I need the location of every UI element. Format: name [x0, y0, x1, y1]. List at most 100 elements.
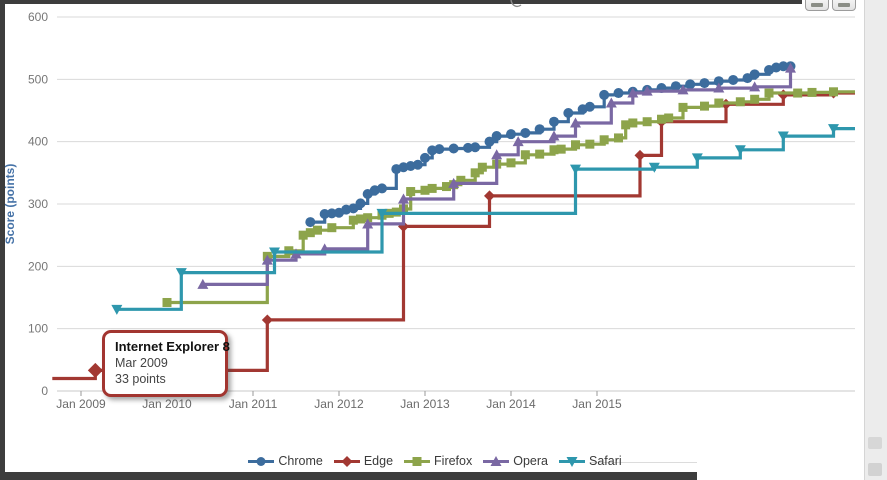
point-firefox[interactable] — [506, 158, 516, 168]
point-firefox[interactable] — [356, 214, 365, 224]
point-edge[interactable] — [87, 362, 103, 378]
point-opera[interactable] — [448, 177, 460, 188]
point-chrome[interactable] — [355, 198, 366, 209]
point-chrome[interactable] — [326, 208, 337, 219]
point-chrome[interactable] — [448, 143, 459, 154]
legend-item-chrome[interactable]: Chrome — [248, 454, 323, 468]
point-opera[interactable] — [261, 254, 273, 265]
point-chrome[interactable] — [713, 76, 724, 87]
point-chrome[interactable] — [463, 142, 473, 153]
point-chrome[interactable] — [348, 203, 359, 214]
point-safari[interactable] — [269, 247, 280, 258]
point-chrome[interactable] — [699, 78, 710, 89]
legend-item-opera[interactable]: Opera — [483, 454, 548, 468]
point-edge[interactable] — [634, 149, 646, 161]
point-chrome[interactable] — [506, 129, 516, 140]
point-safari[interactable] — [828, 124, 839, 135]
point-chrome[interactable] — [685, 79, 696, 90]
chart-export-button[interactable] — [805, 0, 829, 11]
point-firefox[interactable] — [714, 98, 724, 108]
point-chrome[interactable] — [491, 131, 502, 142]
point-chrome[interactable] — [470, 142, 481, 153]
point-opera[interactable] — [749, 81, 761, 92]
point-firefox[interactable] — [614, 133, 623, 143]
point-firefox[interactable] — [298, 230, 308, 240]
point-safari[interactable] — [570, 164, 581, 175]
point-safari[interactable] — [777, 131, 789, 142]
point-chrome[interactable] — [584, 101, 595, 112]
point-firefox[interactable] — [628, 118, 638, 128]
point-chrome[interactable] — [534, 124, 545, 135]
point-chrome[interactable] — [563, 107, 574, 118]
point-firefox[interactable] — [520, 150, 530, 160]
point-safari[interactable] — [734, 145, 746, 156]
point-firefox[interactable] — [735, 97, 745, 107]
point-opera[interactable] — [677, 84, 689, 95]
point-firefox[interactable] — [348, 215, 358, 225]
point-firefox[interactable] — [664, 113, 674, 123]
point-firefox[interactable] — [571, 140, 580, 150]
point-firefox[interactable] — [585, 139, 595, 149]
point-firefox[interactable] — [442, 182, 451, 192]
point-edge[interactable] — [261, 314, 273, 326]
point-safari[interactable] — [376, 208, 388, 219]
point-firefox[interactable] — [700, 101, 709, 111]
point-safari[interactable] — [111, 304, 123, 315]
point-chrome[interactable] — [412, 159, 423, 170]
point-chrome[interactable] — [420, 152, 430, 163]
point-chrome[interactable] — [613, 88, 624, 99]
chart-print-button[interactable] — [832, 0, 856, 11]
point-firefox[interactable] — [456, 175, 466, 185]
point-opera[interactable] — [548, 130, 560, 141]
point-firefox[interactable] — [657, 114, 666, 124]
point-firefox[interactable] — [599, 135, 609, 145]
point-firefox[interactable] — [406, 187, 416, 197]
point-firefox[interactable] — [363, 213, 373, 223]
point-opera[interactable] — [713, 82, 725, 93]
point-firefox[interactable] — [549, 145, 559, 155]
point-opera[interactable] — [785, 62, 796, 73]
page-scrollbar[interactable] — [864, 0, 887, 480]
point-firefox[interactable] — [642, 117, 652, 127]
point-firefox[interactable] — [621, 120, 631, 130]
point-opera[interactable] — [491, 149, 503, 160]
point-safari[interactable] — [648, 162, 660, 173]
point-firefox[interactable] — [427, 183, 437, 193]
point-firefox[interactable] — [162, 297, 172, 307]
point-chrome[interactable] — [749, 69, 760, 80]
point-firefox[interactable] — [327, 223, 337, 233]
point-firefox[interactable] — [470, 168, 480, 178]
point-opera[interactable] — [641, 85, 653, 96]
point-opera[interactable] — [605, 97, 617, 108]
point-opera[interactable] — [197, 278, 209, 289]
point-firefox[interactable] — [420, 185, 430, 195]
point-chrome[interactable] — [319, 208, 330, 219]
point-safari[interactable] — [691, 153, 703, 164]
legend-item-edge[interactable]: Edge — [333, 454, 393, 468]
point-firefox[interactable] — [313, 225, 322, 235]
point-chrome[interactable] — [484, 136, 495, 147]
point-safari[interactable] — [175, 268, 187, 279]
point-firefox[interactable] — [750, 94, 760, 104]
legend-item-firefox[interactable]: Firefox — [404, 454, 472, 468]
point-firefox[interactable] — [556, 144, 566, 154]
point-firefox[interactable] — [829, 87, 838, 97]
point-chrome[interactable] — [670, 81, 681, 92]
point-opera[interactable] — [362, 218, 374, 229]
point-firefox[interactable] — [764, 88, 774, 98]
legend-item-safari[interactable]: Safari — [558, 454, 622, 468]
point-firefox[interactable] — [477, 162, 487, 172]
point-firefox[interactable] — [678, 102, 688, 112]
point-edge[interactable] — [484, 190, 495, 202]
point-chrome[interactable] — [520, 127, 531, 138]
point-opera[interactable] — [627, 87, 639, 98]
point-opera[interactable] — [570, 117, 581, 128]
point-opera[interactable] — [398, 193, 409, 204]
point-chrome[interactable] — [728, 74, 739, 85]
point-chrome[interactable] — [778, 61, 789, 72]
series-safari-line[interactable] — [116, 127, 855, 311]
point-chrome[interactable] — [599, 89, 610, 100]
point-chrome[interactable] — [305, 217, 316, 228]
point-chrome[interactable] — [434, 144, 445, 155]
point-firefox[interactable] — [807, 87, 817, 97]
